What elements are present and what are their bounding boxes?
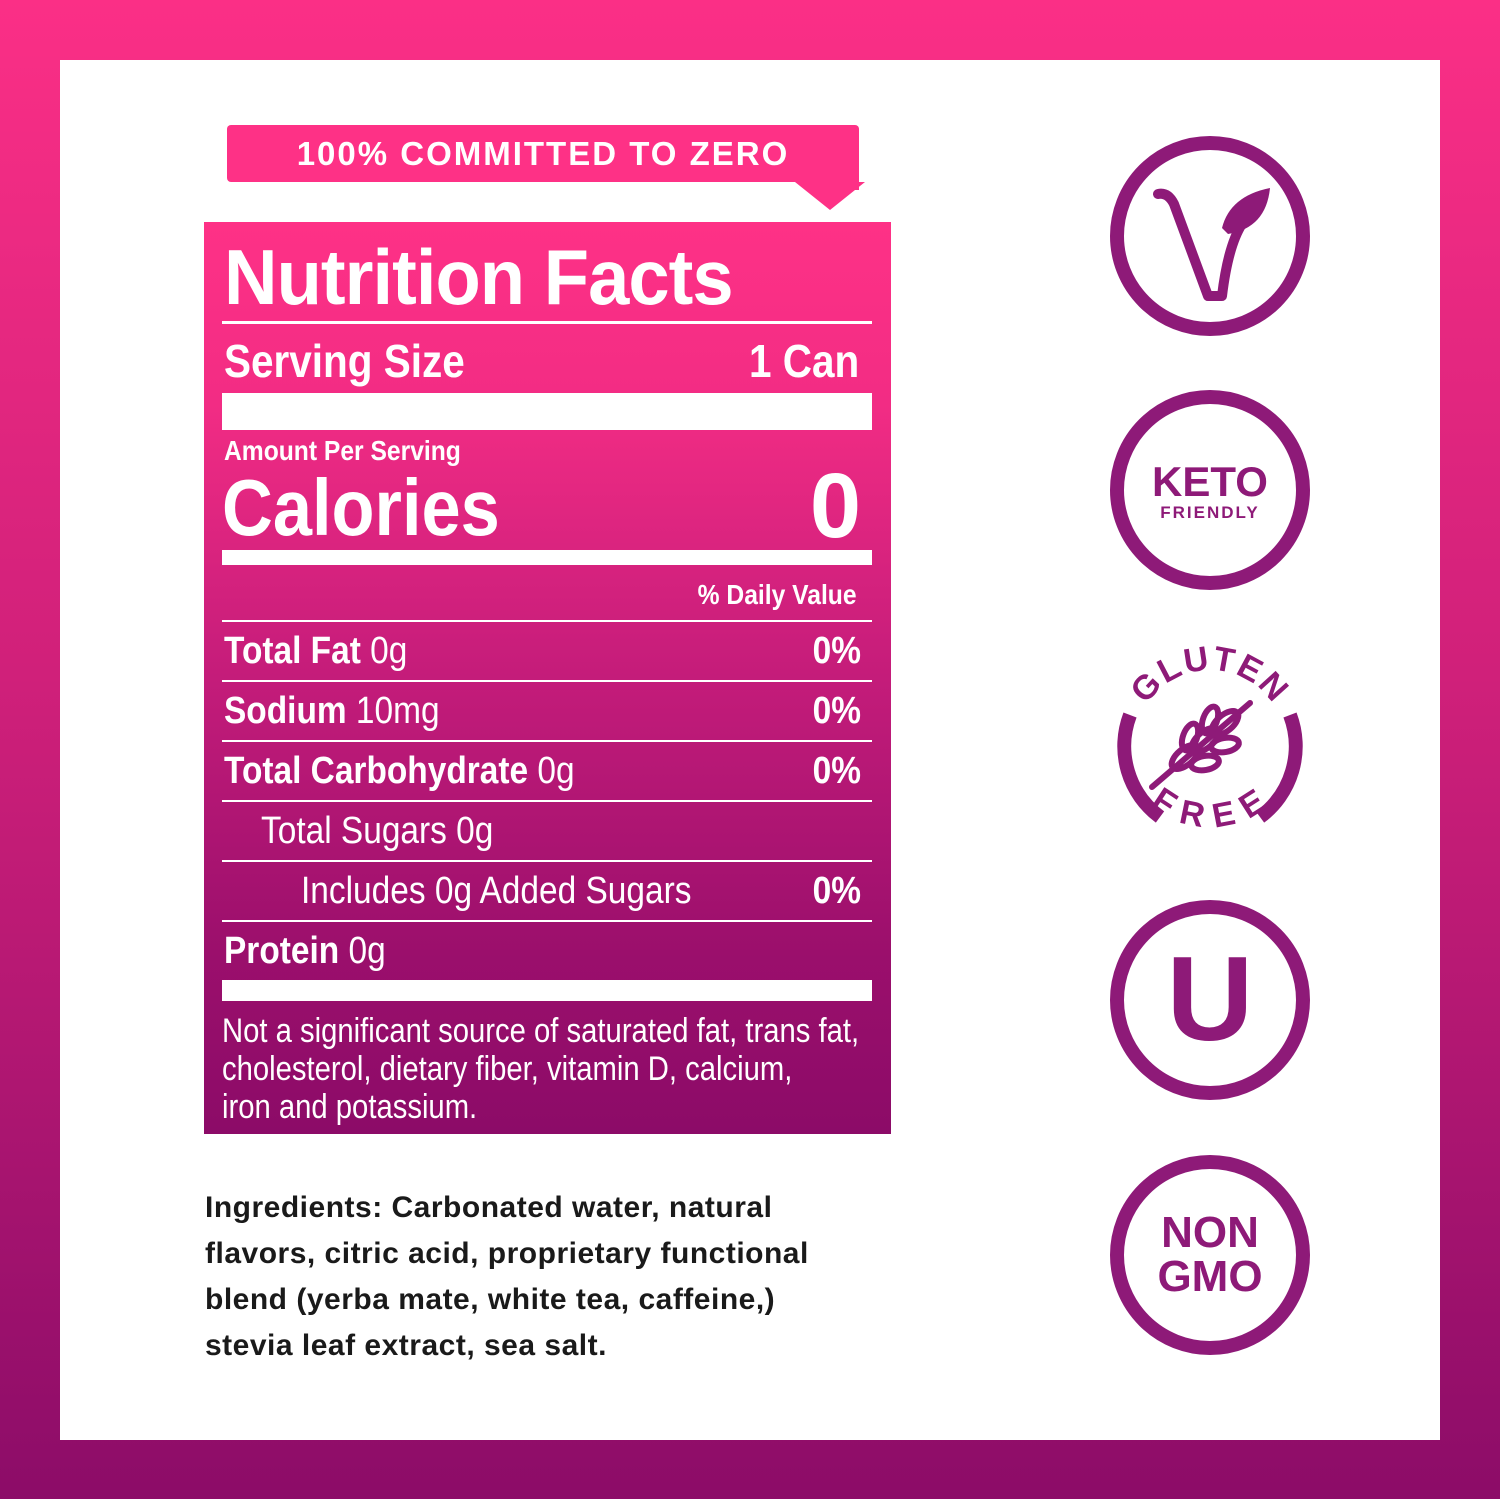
nutrition-title: Nutrition Facts — [224, 232, 759, 323]
row-label: Includes 0g Added Sugars — [301, 870, 692, 912]
daily-value-header: % Daily Value — [676, 579, 857, 611]
gmo-text: GMO — [1157, 1252, 1262, 1301]
footnote-line: Not a significant source of saturated fa… — [222, 1012, 860, 1050]
serving-size-text: Serving Size — [224, 335, 465, 387]
row-label: Total Carbohydrate — [224, 750, 529, 792]
daily-value-header-text: % Daily Value — [698, 579, 857, 610]
free-text: FREE — [1145, 780, 1274, 835]
footnote: Not a significant source of saturated fa… — [222, 1012, 963, 1126]
row-total-sugars: Total Sugars 0g — [261, 810, 525, 853]
non-gmo-ring-icon — [1110, 1155, 1310, 1355]
kosher-ring-icon — [1110, 900, 1310, 1100]
row-dv-text: 0% — [812, 870, 861, 912]
row-label: Total Fat — [224, 630, 361, 672]
ingredients-line: stevia leaf extract, sea salt. — [205, 1329, 607, 1362]
footnote-line: iron and potassium. — [222, 1088, 478, 1126]
amount-per-serving: Amount Per Serving — [224, 435, 493, 467]
row-amount: 10mg — [355, 690, 440, 732]
row-dv-text: 0% — [812, 630, 861, 672]
divider — [222, 740, 872, 742]
kosher-u-text: U — [1167, 932, 1254, 1066]
row-dv: 0% — [806, 690, 861, 733]
row-dv: 0% — [806, 870, 861, 913]
gluten-free-badge: GLUTEN FREE — [1117, 645, 1303, 836]
nutrition-facts-label: Nutrition Facts Serving Size 1 Can Amoun… — [204, 222, 891, 1134]
nutrition-title-text: Nutrition Facts — [224, 233, 734, 321]
divider — [222, 860, 872, 862]
ingredients: Ingredients: Carbonated water, natural f… — [205, 1185, 809, 1369]
row-dv-text: 0% — [812, 750, 861, 792]
keto-badge: KETO FRIENDLY — [1110, 390, 1310, 590]
thick-divider — [222, 980, 872, 1001]
ingredients-line: Ingredients: Carbonated water, natural — [205, 1191, 773, 1224]
row-dv: 0% — [806, 750, 861, 793]
vegan-badge-icon — [1110, 136, 1310, 336]
gluten-text: GLUTEN — [1123, 645, 1297, 710]
row-protein: Protein 0g — [224, 930, 408, 973]
serving-size-label: Serving Size — [224, 334, 498, 388]
row-amount: 0g — [370, 630, 408, 672]
serving-size-value: 1 Can — [734, 334, 859, 388]
calories-label: Calories — [222, 462, 538, 554]
divider — [222, 680, 872, 682]
calories-value: 0 — [809, 455, 861, 557]
row-amount: 0g — [348, 930, 386, 972]
kosher-badge: U — [1110, 900, 1310, 1100]
row-label: Sodium — [224, 690, 347, 732]
row-sodium: Sodium 10mg — [224, 690, 469, 733]
medium-divider — [222, 550, 872, 565]
keto-friendly-text: FRIENDLY — [1160, 503, 1259, 522]
row-total-fat: Total Fat 0g — [224, 630, 432, 673]
amount-per-serving-text: Amount Per Serving — [224, 435, 461, 466]
divider — [222, 920, 872, 922]
gluten-ring-icon — [1117, 712, 1165, 823]
keto-text: KETO — [1152, 458, 1268, 505]
divider — [222, 800, 872, 802]
ingredients-line: blend (yerba mate, white tea, caffeine,) — [205, 1283, 776, 1316]
non-gmo-badge: NON GMO — [1110, 1155, 1310, 1355]
banner-arrow-icon — [795, 182, 865, 210]
row-dv-text: 0% — [812, 690, 861, 732]
thick-divider — [222, 393, 872, 430]
ingredients-line: flavors, citric acid, proprietary functi… — [205, 1237, 809, 1270]
footnote-line: cholesterol, dietary fiber, vitamin D, c… — [222, 1050, 793, 1088]
row-dv: 0% — [806, 630, 861, 673]
committed-banner: 100% COMMITTED TO ZERO — [227, 125, 859, 182]
row-added-sugars: Includes 0g Added Sugars — [301, 870, 745, 913]
calories-label-text: Calories — [222, 463, 500, 552]
row-label: Protein — [224, 930, 340, 972]
keto-ring-icon — [1110, 390, 1310, 590]
row-label: Total Sugars 0g — [261, 810, 494, 852]
divider — [222, 620, 872, 622]
non-text: NON — [1161, 1208, 1259, 1257]
serving-size-value-text: 1 Can — [748, 335, 859, 387]
row-amount: 0g — [537, 750, 575, 792]
row-total-carbohydrate: Total Carbohydrate 0g — [224, 750, 622, 793]
divider — [222, 321, 872, 324]
wheat-icon — [1149, 700, 1253, 790]
